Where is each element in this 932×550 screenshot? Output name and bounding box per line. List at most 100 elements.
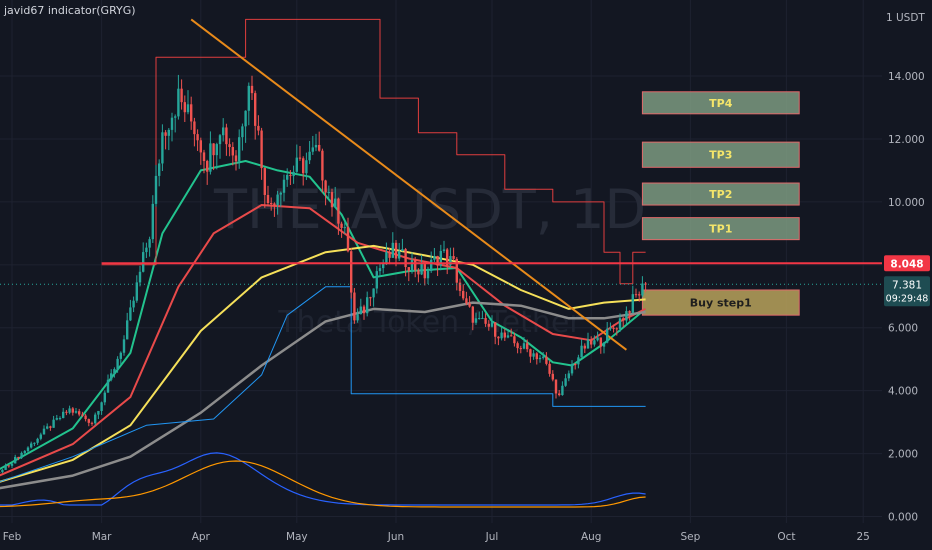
candle xyxy=(577,354,580,369)
candle xyxy=(132,296,135,313)
candle xyxy=(286,168,289,187)
candle xyxy=(273,202,276,217)
time-axis[interactable]: Feb Mar Apr May Jun Jul Aug Sep Oct 25 xyxy=(3,531,870,543)
candle xyxy=(490,315,494,328)
candle-body xyxy=(484,318,487,324)
candle xyxy=(135,275,138,303)
candle xyxy=(436,255,439,276)
candle-body xyxy=(199,140,202,153)
candle-body xyxy=(455,258,458,283)
candle xyxy=(599,337,602,354)
candle xyxy=(55,414,58,421)
candle-body xyxy=(17,456,20,458)
grid-lines xyxy=(0,0,882,523)
candle-body xyxy=(164,132,167,136)
candle-body xyxy=(577,357,580,365)
candle-body xyxy=(343,227,346,229)
candle xyxy=(164,130,167,150)
indicator-legend-label[interactable]: javid67 indicator(GRYG) xyxy=(4,4,136,17)
candle xyxy=(103,390,106,406)
candle-body xyxy=(55,418,58,420)
candle-body xyxy=(78,411,81,415)
candle xyxy=(471,305,474,331)
candle xyxy=(4,463,7,471)
candle-body xyxy=(433,255,436,260)
last-price-badge-label: 7.381 xyxy=(892,279,922,291)
candle xyxy=(465,291,468,306)
candle xyxy=(241,123,244,151)
candle-body xyxy=(426,271,430,279)
candle xyxy=(551,370,554,382)
candle-body xyxy=(46,426,49,429)
last-price-badge-box xyxy=(884,276,930,307)
candle-body xyxy=(58,418,62,420)
candle-body xyxy=(36,438,39,443)
candle-body xyxy=(545,356,548,364)
candle xyxy=(513,332,516,347)
candle-body xyxy=(561,385,564,396)
candle-body xyxy=(487,323,490,327)
candle-body xyxy=(382,264,385,269)
price-axis-background xyxy=(882,0,932,550)
buy-zone-box xyxy=(641,289,800,316)
candle xyxy=(538,354,542,363)
candle xyxy=(122,335,126,356)
candle xyxy=(308,141,311,165)
candle-body xyxy=(398,251,401,259)
candle-body xyxy=(260,130,263,169)
candle xyxy=(321,148,324,193)
candle xyxy=(324,179,327,206)
candle xyxy=(302,156,305,186)
target-box xyxy=(641,91,800,115)
candle-body xyxy=(94,414,97,424)
target-box xyxy=(641,141,800,168)
target-label: TP4 xyxy=(709,97,733,110)
candle-body xyxy=(606,328,609,343)
candle xyxy=(158,159,161,187)
candle xyxy=(142,242,145,273)
candle-body xyxy=(298,157,302,159)
candle xyxy=(586,332,590,349)
candle-body xyxy=(186,104,190,113)
candle xyxy=(337,197,340,235)
candle xyxy=(116,356,119,373)
candle-body xyxy=(110,373,113,380)
candle xyxy=(247,82,250,126)
candle xyxy=(260,127,263,180)
candle xyxy=(420,254,423,276)
candle xyxy=(417,268,420,283)
candle-body xyxy=(468,303,471,307)
candle-body xyxy=(174,116,177,118)
candle-body xyxy=(81,414,84,416)
candle xyxy=(353,288,356,324)
candle xyxy=(574,362,577,370)
candle xyxy=(151,195,154,243)
candle-body xyxy=(391,242,394,258)
candle xyxy=(84,413,87,422)
candle-body xyxy=(52,419,55,428)
candle xyxy=(276,190,279,215)
candle-body xyxy=(337,198,340,224)
candle-body xyxy=(68,408,71,413)
line-ema-fast xyxy=(0,160,647,470)
candle xyxy=(628,310,631,321)
candle-body xyxy=(286,175,289,180)
candle xyxy=(68,405,71,415)
candle-body xyxy=(417,270,420,275)
candle xyxy=(215,142,218,170)
candle-body xyxy=(23,451,26,453)
candle-body xyxy=(190,104,193,122)
candle xyxy=(382,259,385,274)
candle-body xyxy=(222,127,225,136)
candle-body xyxy=(414,259,417,271)
candle xyxy=(372,288,375,307)
candle xyxy=(644,281,647,293)
candle xyxy=(279,191,282,207)
candle-body xyxy=(529,349,532,357)
candle-body xyxy=(158,163,161,176)
candle-body xyxy=(215,144,218,156)
candle-body xyxy=(97,410,100,415)
candle-body xyxy=(74,411,78,413)
candle xyxy=(414,256,417,278)
